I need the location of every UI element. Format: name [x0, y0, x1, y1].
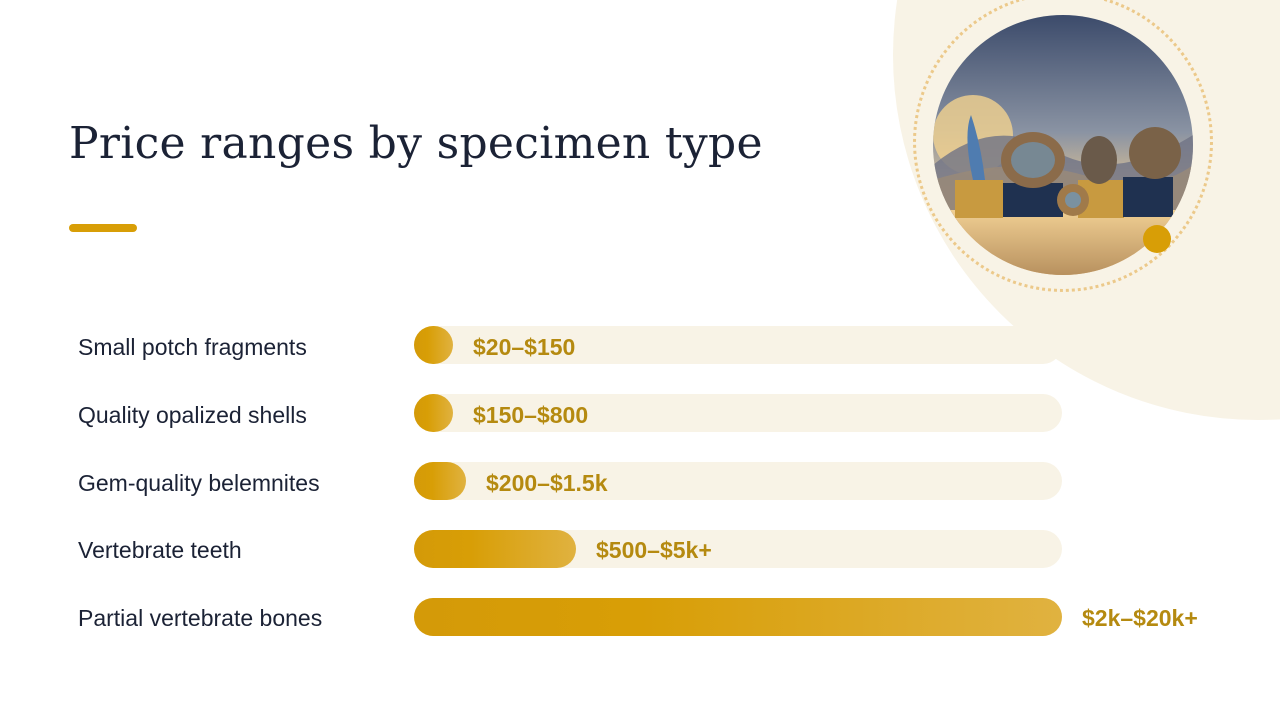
bar-track — [414, 326, 1062, 364]
page-title: Price ranges by specimen type — [69, 118, 763, 169]
range-label-quality-opalized-shells: $150–$800 — [473, 402, 589, 428]
category-label-gem-quality-belemnites: Gem-quality belemnites — [78, 470, 320, 496]
range-label-partial-vertebrate-bones: $2k–$20k+ — [1082, 605, 1198, 631]
title-underline — [69, 224, 137, 232]
bar-vertebrate-teeth — [414, 530, 576, 568]
range-label-small-potch-fragments: $20–$150 — [473, 334, 576, 360]
range-label-gem-quality-belemnites: $200–$1.5k — [486, 470, 608, 496]
dotted-ring — [913, 0, 1213, 292]
bar-track — [414, 394, 1062, 432]
bar-gem-quality-belemnites — [414, 462, 466, 500]
category-label-small-potch-fragments: Small potch fragments — [78, 334, 307, 360]
category-label-partial-vertebrate-bones: Partial vertebrate bones — [78, 605, 323, 631]
bar-partial-vertebrate-bones — [414, 598, 1062, 636]
accent-dot — [1143, 225, 1171, 253]
bar-quality-opalized-shells — [414, 394, 453, 432]
category-label-quality-opalized-shells: Quality opalized shells — [78, 402, 307, 428]
range-label-vertebrate-teeth: $500–$5k+ — [596, 537, 712, 563]
category-label-vertebrate-teeth: Vertebrate teeth — [78, 537, 242, 563]
bar-track — [414, 462, 1062, 500]
bar-small-potch-fragments — [414, 326, 453, 364]
